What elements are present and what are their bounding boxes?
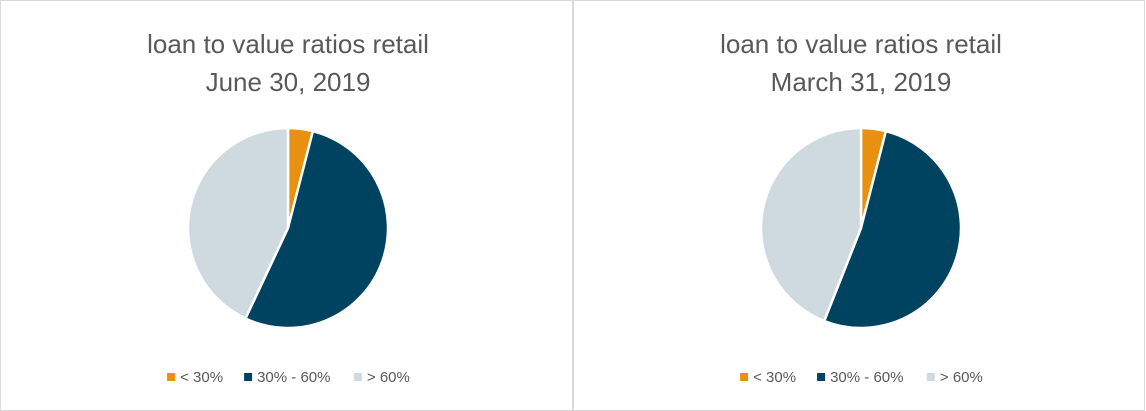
chart-title: loan to value ratios retail bbox=[720, 29, 1002, 59]
chart-title: loan to value ratios retail bbox=[147, 29, 429, 59]
legend-swatch bbox=[817, 373, 826, 381]
legend-swatch bbox=[740, 373, 749, 381]
legend-label: > 60% bbox=[367, 369, 410, 386]
legend-label: < 30% bbox=[180, 369, 223, 386]
legend-label: > 60% bbox=[940, 369, 983, 386]
legend-swatch bbox=[244, 373, 253, 381]
legend-label: < 30% bbox=[753, 369, 796, 386]
legend-swatch bbox=[353, 373, 362, 381]
pie-slice bbox=[243, 129, 390, 330]
legend-swatch bbox=[926, 373, 935, 381]
chart-subtitle: June 30, 2019 bbox=[206, 67, 371, 97]
pie-slice bbox=[822, 129, 963, 330]
legend-label: 30% - 60% bbox=[830, 369, 903, 386]
legend-label: 30% - 60% bbox=[257, 369, 330, 386]
chart-subtitle: March 31, 2019 bbox=[771, 67, 952, 97]
legend-swatch bbox=[167, 373, 176, 381]
pie-slice bbox=[759, 126, 863, 323]
pie-slice bbox=[186, 126, 290, 321]
